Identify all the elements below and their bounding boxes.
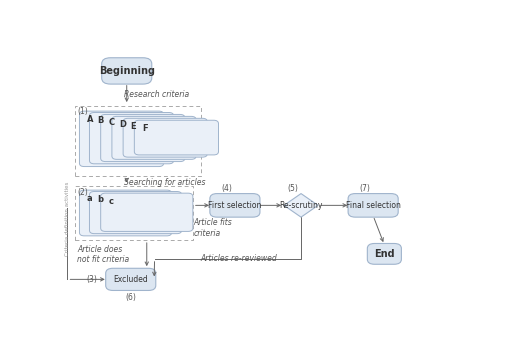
Text: E: E <box>131 122 136 131</box>
FancyBboxPatch shape <box>123 118 207 157</box>
FancyBboxPatch shape <box>348 194 398 217</box>
Text: Articles re-reviewed: Articles re-reviewed <box>201 255 277 264</box>
FancyBboxPatch shape <box>368 243 401 264</box>
Text: End: End <box>374 249 394 259</box>
FancyBboxPatch shape <box>89 112 174 164</box>
Polygon shape <box>284 194 318 217</box>
Bar <box>74 186 193 240</box>
Text: C: C <box>108 118 114 127</box>
Text: F: F <box>142 124 147 133</box>
Text: a: a <box>87 194 93 203</box>
Text: First selection: First selection <box>208 201 262 210</box>
FancyBboxPatch shape <box>102 58 152 84</box>
FancyBboxPatch shape <box>101 193 193 231</box>
FancyBboxPatch shape <box>210 194 260 217</box>
Text: Article does
not fit criteria: Article does not fit criteria <box>78 245 130 264</box>
Text: (6): (6) <box>125 293 136 302</box>
Text: Research criteria: Research criteria <box>124 90 189 99</box>
Text: Criteria definition activities: Criteria definition activities <box>65 182 70 256</box>
Text: b: b <box>97 195 103 204</box>
Text: c: c <box>108 197 113 206</box>
Text: D: D <box>119 120 127 129</box>
Text: Excluded: Excluded <box>113 275 148 284</box>
FancyBboxPatch shape <box>134 120 219 155</box>
Text: Final selection: Final selection <box>346 201 401 210</box>
Text: Article fits
criteria: Article fits criteria <box>194 219 233 238</box>
Text: B: B <box>97 116 103 125</box>
Text: (3): (3) <box>87 275 98 284</box>
Text: Searching for articles: Searching for articles <box>124 178 205 187</box>
FancyBboxPatch shape <box>80 111 163 167</box>
Text: Re-scrutiny: Re-scrutiny <box>279 201 323 210</box>
Text: (1): (1) <box>78 107 88 116</box>
Text: (4): (4) <box>221 184 232 193</box>
Text: (5): (5) <box>287 184 298 193</box>
Text: Beginning: Beginning <box>99 66 155 76</box>
Text: (2): (2) <box>78 188 88 197</box>
Text: A: A <box>87 115 94 124</box>
Bar <box>74 105 201 176</box>
FancyBboxPatch shape <box>105 268 156 291</box>
FancyBboxPatch shape <box>80 190 172 236</box>
Text: (7): (7) <box>359 184 370 193</box>
FancyBboxPatch shape <box>89 192 181 234</box>
FancyBboxPatch shape <box>112 116 196 159</box>
FancyBboxPatch shape <box>101 114 185 162</box>
